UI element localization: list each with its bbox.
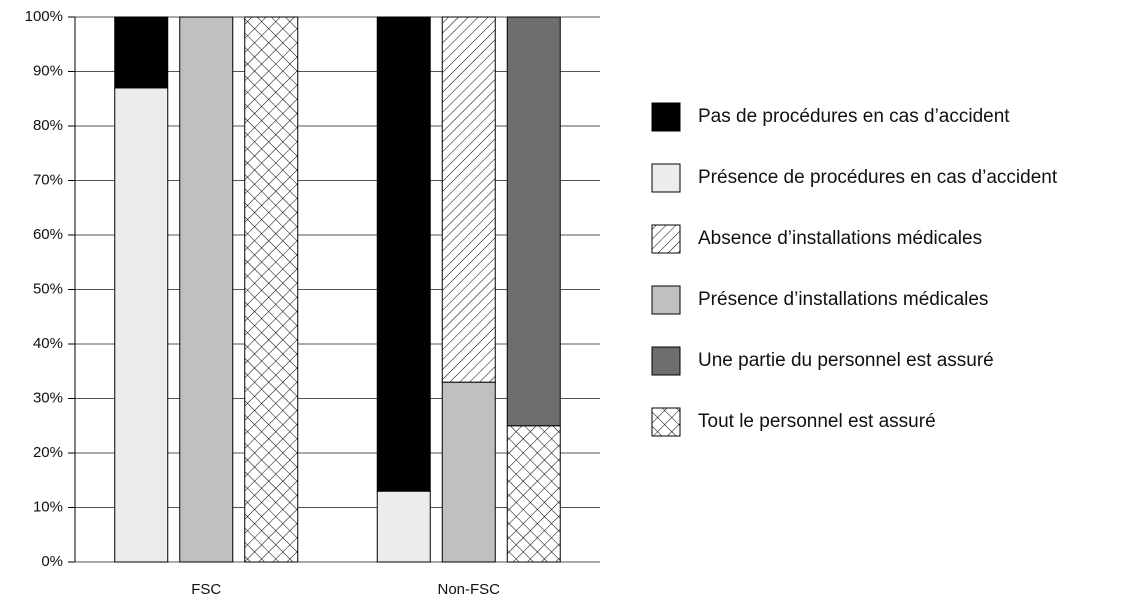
legend-label: Absence d’installations médicales <box>698 228 982 249</box>
y-tick-label: 70% <box>33 171 63 188</box>
bar-segment <box>376 16 431 492</box>
legend-label: Présence de procédures en cas d’accident <box>698 167 1058 188</box>
y-tick-label: 50% <box>33 280 63 297</box>
x-tick-label: Non-FSC <box>437 581 500 598</box>
legend-swatch <box>651 163 681 193</box>
legend-swatch <box>651 224 681 254</box>
bar-segment <box>441 16 496 383</box>
y-tick-label: 60% <box>33 226 63 243</box>
y-tick-label: 20% <box>33 444 63 461</box>
legend-label: Tout le personnel est assuré <box>698 411 936 432</box>
y-tick-label: 80% <box>33 117 63 134</box>
y-tick-label: 90% <box>33 62 63 79</box>
legend-label: Pas de procédures en cas d’accident <box>698 106 1010 127</box>
x-tick-label: FSC <box>191 581 221 598</box>
legend-swatch <box>651 285 681 315</box>
legend-swatch <box>651 407 681 437</box>
y-tick-label: 30% <box>33 389 63 406</box>
bar-segment <box>376 490 431 563</box>
legend-swatch <box>651 346 681 376</box>
legend-label: Présence d’installations médicales <box>698 289 988 310</box>
bar-segment <box>506 425 561 563</box>
legend-label: Une partie du personnel est assuré <box>698 350 994 371</box>
y-tick-label: 10% <box>33 498 63 515</box>
y-tick-label: 40% <box>33 335 63 352</box>
legend-swatch <box>651 102 681 132</box>
bar-segment <box>441 381 496 563</box>
bar-segment <box>506 16 561 427</box>
y-tick-label: 0% <box>41 553 63 570</box>
bar-segment <box>114 87 169 563</box>
y-tick-label: 100% <box>25 8 63 25</box>
bar-segment <box>244 16 299 563</box>
bar-segment <box>179 16 234 563</box>
bar-segment <box>114 16 169 89</box>
